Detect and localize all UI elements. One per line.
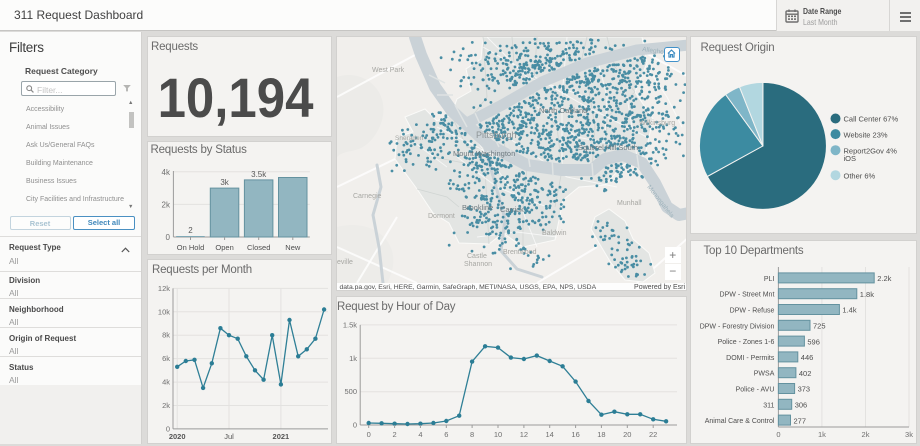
svg-text:iOS: iOS: [844, 154, 857, 163]
svg-text:Call Center 67%: Call Center 67%: [844, 115, 899, 124]
svg-text:4k: 4k: [162, 167, 171, 176]
svg-text:Police - Zones 1-6: Police - Zones 1-6: [718, 339, 775, 346]
svg-text:596: 596: [807, 337, 820, 346]
svg-text:1k: 1k: [349, 354, 357, 363]
svg-text:Wilkinsburg: Wilkinsburg: [639, 120, 675, 127]
svg-text:0: 0: [352, 421, 356, 430]
svg-text:446: 446: [801, 353, 814, 362]
svg-text:0: 0: [776, 430, 780, 439]
svg-text:1.5k: 1.5k: [342, 320, 356, 329]
svg-text:Website 23%: Website 23%: [844, 130, 888, 139]
svg-text:20: 20: [623, 430, 631, 439]
svg-text:Report2Gov 4%: Report2Gov 4%: [844, 146, 898, 155]
svg-text:3k: 3k: [220, 178, 229, 187]
svg-text:DOMI - Permits: DOMI - Permits: [726, 354, 775, 361]
svg-text:eville: eville: [337, 259, 353, 266]
svg-text:North Oakland: North Oakland: [539, 106, 587, 115]
svg-text:2k: 2k: [862, 430, 870, 439]
svg-text:8: 8: [470, 430, 474, 439]
svg-text:Shannon: Shannon: [464, 261, 492, 268]
svg-text:Closed: Closed: [247, 243, 270, 252]
svg-text:2020: 2020: [169, 432, 186, 441]
svg-text:Brookline: Brookline: [462, 203, 493, 212]
svg-text:3.5k: 3.5k: [251, 169, 267, 178]
svg-text:Carnegie: Carnegie: [353, 193, 382, 200]
svg-text:On Hold: On Hold: [177, 243, 205, 252]
svg-text:0: 0: [366, 430, 370, 439]
svg-text:Pittsburgh: Pittsburgh: [476, 130, 517, 140]
svg-text:6: 6: [444, 430, 448, 439]
svg-text:4: 4: [418, 430, 422, 439]
svg-text:1.8k: 1.8k: [860, 289, 874, 298]
svg-text:2021: 2021: [273, 432, 290, 441]
svg-text:1k: 1k: [818, 430, 826, 439]
svg-text:Dormont: Dormont: [428, 213, 455, 220]
svg-text:2.2k: 2.2k: [877, 274, 891, 283]
svg-text:18: 18: [597, 430, 605, 439]
svg-text:Sheraden: Sheraden: [395, 135, 424, 142]
svg-text:14: 14: [545, 430, 553, 439]
svg-text:West Park: West Park: [372, 67, 405, 74]
svg-text:2: 2: [392, 430, 396, 439]
svg-text:Castle: Castle: [467, 253, 487, 260]
svg-text:4k: 4k: [162, 377, 170, 386]
svg-text:2: 2: [188, 225, 193, 234]
svg-text:311: 311: [763, 402, 774, 409]
svg-text:Mount Washington: Mount Washington: [453, 149, 515, 158]
svg-text:725: 725: [813, 321, 826, 330]
svg-text:Brentwood: Brentwood: [503, 249, 537, 256]
svg-text:PWSA: PWSA: [754, 370, 775, 377]
svg-text:Carrick: Carrick: [500, 205, 524, 214]
svg-text:1.4k: 1.4k: [842, 305, 856, 314]
svg-text:Animal Care & Control: Animal Care & Control: [705, 418, 775, 425]
svg-text:2k: 2k: [162, 401, 170, 410]
svg-text:402: 402: [799, 368, 812, 377]
svg-text:New: New: [285, 243, 301, 252]
svg-text:306: 306: [795, 400, 808, 409]
svg-text:6k: 6k: [162, 354, 170, 363]
svg-text:16: 16: [571, 430, 579, 439]
svg-text:Other 6%: Other 6%: [844, 171, 876, 180]
svg-text:8k: 8k: [162, 330, 170, 339]
svg-text:PLI: PLI: [764, 275, 775, 282]
svg-text:Baldwin: Baldwin: [542, 230, 567, 237]
svg-text:10k: 10k: [158, 307, 170, 316]
svg-text:Allegheny: Allegheny: [641, 46, 671, 57]
svg-text:277: 277: [794, 416, 807, 425]
svg-text:373: 373: [798, 384, 811, 393]
svg-text:0: 0: [166, 233, 171, 242]
svg-text:22: 22: [649, 430, 657, 439]
svg-text:DPW - Street Mnt: DPW - Street Mnt: [720, 291, 775, 298]
svg-text:DPW - Forestry Division: DPW - Forestry Division: [700, 323, 775, 330]
svg-text:Open: Open: [215, 243, 233, 252]
svg-text:Squirrel Hill South: Squirrel Hill South: [578, 143, 638, 152]
svg-text:Police - AVU: Police - AVU: [736, 386, 775, 393]
svg-text:500: 500: [344, 387, 357, 396]
svg-text:Jul: Jul: [224, 432, 234, 441]
svg-text:DPW - Refuse: DPW - Refuse: [730, 307, 775, 314]
svg-text:0: 0: [166, 424, 170, 433]
svg-text:10: 10: [493, 430, 501, 439]
svg-text:Munhall: Munhall: [617, 200, 642, 207]
svg-text:12k: 12k: [158, 283, 170, 292]
svg-text:12: 12: [519, 430, 527, 439]
svg-text:3k: 3k: [905, 430, 913, 439]
svg-text:2k: 2k: [162, 200, 171, 209]
